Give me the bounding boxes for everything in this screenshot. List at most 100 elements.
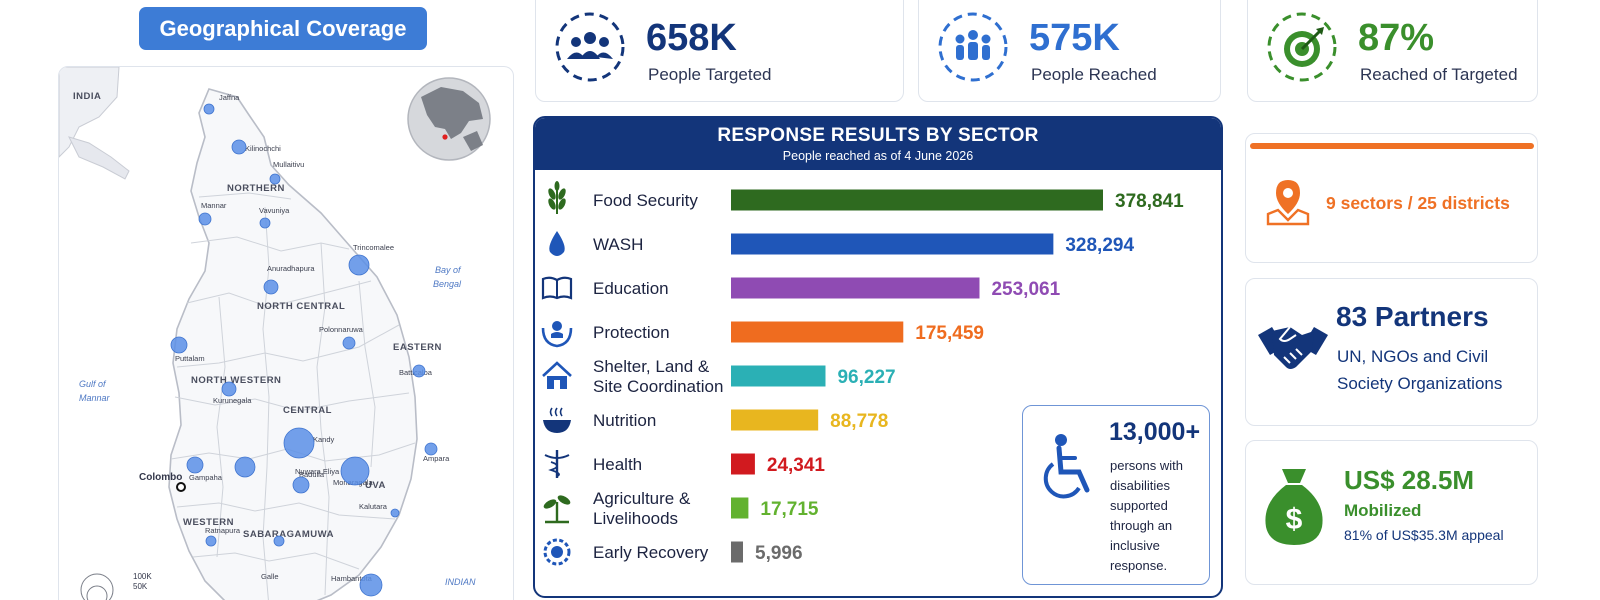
legend-100k: 100K <box>133 572 152 581</box>
disability-line: inclusive <box>1110 538 1160 553</box>
disability-callout: 13,000+ persons with disabilities suppor… <box>1022 405 1210 585</box>
district-bubble <box>283 427 315 459</box>
district-label: Nuwara Eliya <box>295 467 340 476</box>
sector-bar <box>731 453 755 475</box>
shelter-house-icon <box>541 361 573 391</box>
district-bubble <box>231 139 247 155</box>
sector-label: Shelter, Land & <box>593 357 710 376</box>
sri-lanka-map: INDIA Bay of Bengal Gulf of Mannar INDIA… <box>59 67 491 600</box>
sector-label: Nutrition <box>593 411 656 430</box>
district-label: Ratnapura <box>205 526 241 535</box>
nutrition-bowl-icon <box>542 407 572 434</box>
india-label: INDIA <box>73 91 101 102</box>
people-reached-icon <box>938 12 1008 82</box>
kpi-targeted-value: 658K <box>646 17 737 59</box>
sector-value-label: 378,841 <box>1115 191 1184 212</box>
target-icon <box>1267 12 1337 82</box>
region-northern: NORTHERN <box>227 183 285 194</box>
partners-desc-line: Society Organizations <box>1337 374 1503 393</box>
kpi-card-percent: 87% Reached of Targeted <box>1247 0 1538 102</box>
money-bag-icon: $ <box>1265 469 1323 545</box>
district-bubble <box>198 212 212 226</box>
district-bubble <box>359 573 383 597</box>
mannar-causeway <box>68 136 130 180</box>
india-coast <box>59 67 120 158</box>
district-label: Trincomalee <box>353 243 394 252</box>
book-icon <box>541 276 573 300</box>
district-bubble <box>292 476 310 494</box>
district-label: Hambantota <box>331 574 373 583</box>
sector-bar <box>731 277 980 299</box>
colombo-marker <box>176 482 186 492</box>
region-western: WESTERN <box>183 517 234 528</box>
disability-description: persons with disabilities supported thro… <box>1110 456 1206 576</box>
district-bubble <box>234 456 256 478</box>
sector-bar <box>731 365 826 387</box>
district-label: Gampaha <box>189 473 223 482</box>
disability-line: response. <box>1110 558 1168 573</box>
health-caduceus-icon <box>543 448 571 480</box>
bay-label-2: Bengal <box>433 279 462 289</box>
district-label: Kalutara <box>359 502 388 511</box>
district-bubble <box>259 217 271 229</box>
partners-count: 83 Partners <box>1336 301 1489 332</box>
kpi-reached-label: People Reached <box>1031 65 1157 84</box>
district-bubble <box>390 508 400 518</box>
sector-header: RESPONSE RESULTS BY SECTOR People reache… <box>535 118 1221 170</box>
district-label: Kandy <box>313 435 335 444</box>
legend-bubble-small <box>86 585 108 600</box>
wheelchair-icon <box>1043 434 1090 499</box>
sector-bar <box>731 189 1103 211</box>
gulf-label-1: Gulf of <box>79 379 107 389</box>
sector-chart-subtitle: People reached as of 4 June 2026 <box>782 149 974 163</box>
disability-count: 13,000+ <box>1109 418 1201 446</box>
sector-bar-chart: Food Security 378,841 WASH 328,294 Education… <box>540 180 1184 566</box>
district-bubble <box>221 381 237 397</box>
location-pin-icon <box>1266 180 1310 226</box>
colombo-label: Colombo <box>139 472 182 483</box>
district-bubble <box>269 173 281 185</box>
sector-label: Early Recovery <box>593 543 709 562</box>
district-bubble <box>186 456 204 474</box>
svg-text:$: $ <box>1286 503 1303 536</box>
sector-bar <box>731 409 819 431</box>
district-bubble <box>412 364 426 378</box>
locator-globe <box>407 77 491 161</box>
funding-label: Mobilized <box>1344 501 1422 520</box>
bay-label-1: Bay of <box>435 265 462 275</box>
funding-appeal: 81% of US$35.3M appeal <box>1344 527 1504 543</box>
sector-value-label: 96,227 <box>837 367 895 388</box>
recovery-gear-icon <box>543 538 571 566</box>
kpi-percent-label: Reached of Targeted <box>1360 65 1518 84</box>
sectors-districts-card: 9 sectors / 25 districts <box>1245 133 1538 263</box>
district-bubble <box>205 535 217 547</box>
sector-bar <box>731 497 749 519</box>
region-uva: UVA <box>365 480 386 491</box>
sector-value-label: 88,778 <box>830 411 888 432</box>
sector-label: WASH <box>593 235 643 254</box>
sectors-districts-text: 9 sectors / 25 districts <box>1326 193 1510 213</box>
kpi-percent-value: 87% <box>1358 17 1435 59</box>
sector-value-label: 24,341 <box>767 455 826 476</box>
district-label: Badulla <box>299 470 325 479</box>
handshake-icon <box>1258 326 1328 369</box>
district-label: Mullaitivu <box>273 160 304 169</box>
sector-value-label: 5,996 <box>755 543 803 564</box>
partners-desc-line: UN, NGOs and Civil <box>1337 347 1489 366</box>
geographical-coverage-title: Geographical Coverage <box>139 7 427 50</box>
protection-hands-icon <box>541 319 573 348</box>
kpi-targeted-label: People Targeted <box>648 65 772 84</box>
wheat-icon <box>545 180 569 215</box>
funding-card: $ US$ 28.5M Mobilized 81% of US$35.3M ap… <box>1245 440 1538 585</box>
region-eastern: EASTERN <box>393 342 442 353</box>
sector-results-panel: RESPONSE RESULTS BY SECTOR People reache… <box>533 116 1223 598</box>
sector-value-label: 175,459 <box>915 323 984 344</box>
region-north-western: NORTH WESTERN <box>191 375 281 386</box>
kpi-reached-value: 575K <box>1029 17 1120 59</box>
district-label: Mannar <box>201 201 227 210</box>
disability-line: supported <box>1110 498 1168 513</box>
sector-label: Livelihoods <box>593 509 678 528</box>
sector-chart-title: RESPONSE RESULTS BY SECTOR <box>717 125 1039 146</box>
district-bubble <box>263 279 279 295</box>
district-bubble <box>424 442 438 456</box>
